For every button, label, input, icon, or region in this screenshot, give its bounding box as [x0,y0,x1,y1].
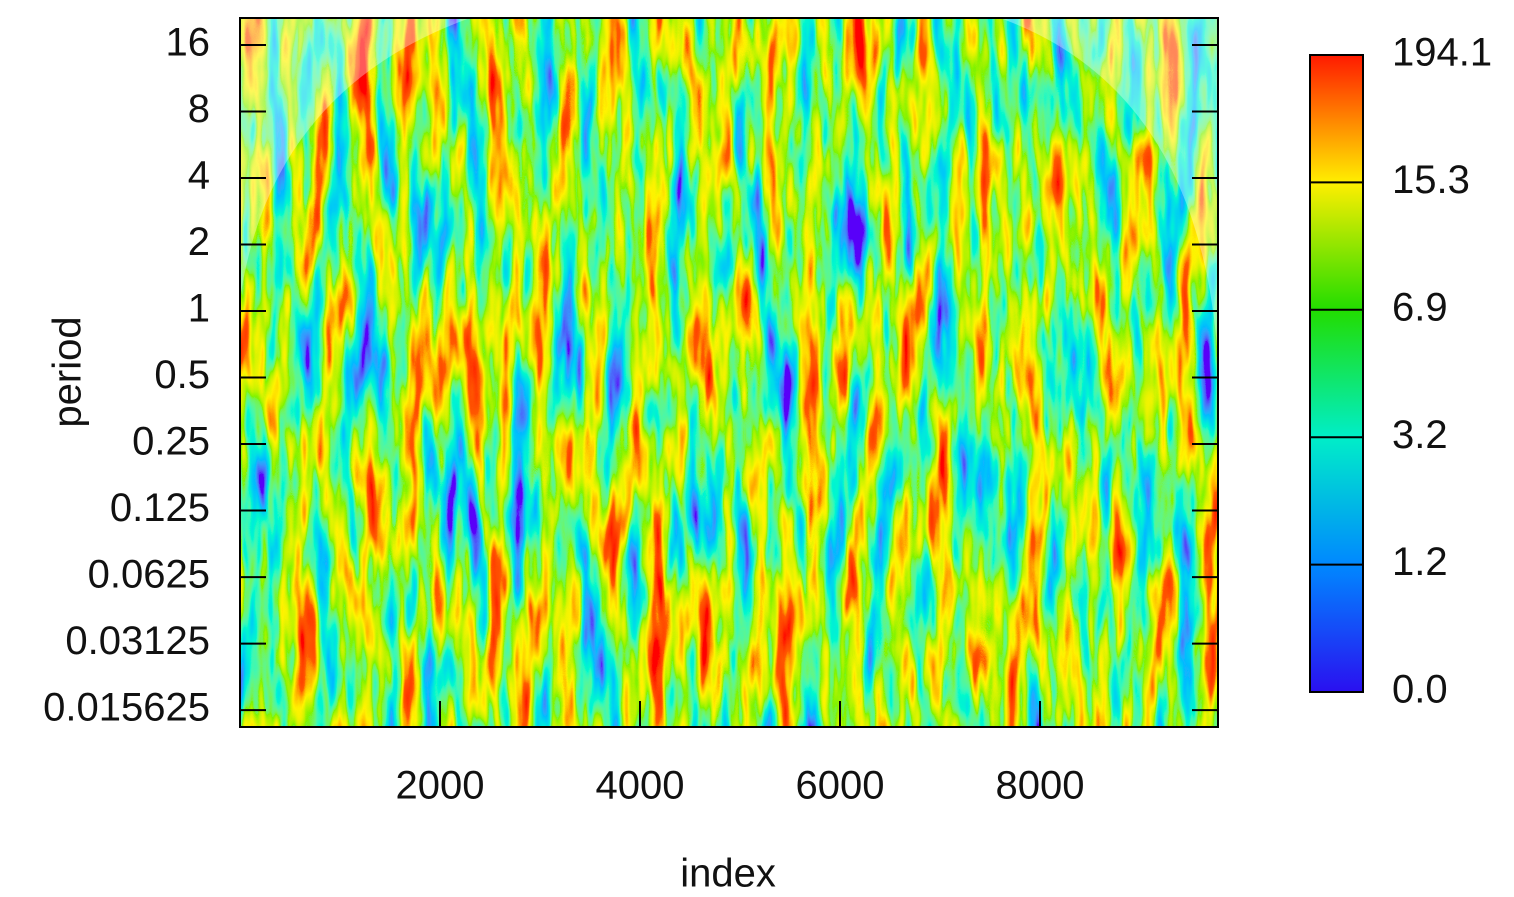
y-tick-label: 0.25 [132,420,210,464]
x-tick-label: 8000 [996,764,1085,808]
heatmap-texture [240,18,1218,727]
y-tick-label: 1 [188,287,210,331]
y-tick-label: 16 [166,21,211,65]
x-tick-label: 4000 [596,764,685,808]
plot-frame [239,17,1219,728]
y-tick-label: 0.015625 [43,686,210,730]
y-tick-label: 4 [188,154,210,198]
y-tick-label: 0.03125 [65,619,210,663]
x-tick-label: 6000 [796,764,885,808]
colorbar-tick-label: 15.3 [1392,158,1470,202]
colorbar-tick-label: 0.0 [1392,668,1448,712]
colorbar-tick-label: 194.1 [1392,31,1492,75]
cone-of-influence [240,18,470,300]
y-tick-label: 0.0625 [88,553,210,597]
y-tick-label: 2 [188,220,210,264]
colorbar [1309,54,1364,693]
colorbar-tick-label: 6.9 [1392,285,1448,329]
cone-of-influence [1000,18,1218,360]
y-tick-label: 0.125 [110,486,210,530]
x-axis-label: index [680,852,776,896]
colorbar-tick-label: 3.2 [1392,413,1448,457]
y-tick-label: 0.5 [154,353,210,397]
y-tick-label: 8 [188,87,210,131]
heatmap [240,18,1218,727]
y-axis-label: period [46,316,90,427]
x-tick-label: 2000 [396,764,485,808]
colorbar-tick-label: 1.2 [1392,540,1448,584]
